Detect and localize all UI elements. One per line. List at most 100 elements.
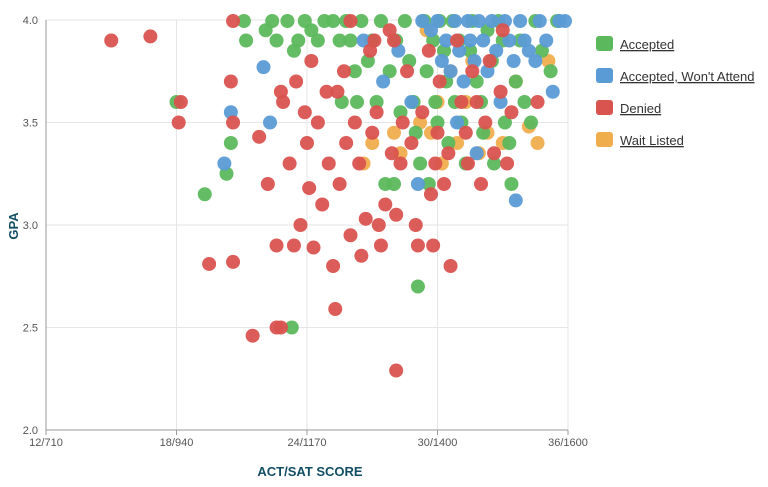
legend-swatch-wait-listed — [596, 132, 613, 147]
x-tick-label: 18/940 — [160, 437, 194, 449]
data-point-denied — [354, 248, 369, 263]
data-point-denied — [421, 43, 436, 58]
data-point-denied — [226, 14, 241, 28]
data-point-accepted-won-t-attend — [450, 115, 465, 130]
data-point-accepted-won-t-attend — [513, 14, 528, 28]
data-point-denied — [408, 218, 423, 232]
data-point-accepted-won-t-attend — [539, 33, 554, 48]
data-point-denied — [367, 33, 382, 48]
data-point-denied — [384, 146, 399, 161]
data-point-accepted — [269, 33, 284, 48]
data-point-accepted-won-t-attend — [545, 84, 560, 99]
data-point-denied — [404, 136, 419, 150]
data-point-denied — [389, 363, 404, 378]
data-point-denied — [450, 33, 465, 48]
data-point-denied — [426, 238, 441, 253]
data-point-accepted — [397, 14, 412, 28]
data-point-denied — [500, 156, 515, 171]
legend-label-wait-listed: Wait Listed — [620, 133, 684, 148]
data-point-accepted — [280, 14, 295, 28]
x-axis-title: ACT/SAT SCORE — [257, 464, 363, 479]
data-point-denied — [478, 115, 493, 130]
data-point-denied — [276, 95, 291, 109]
data-point-accepted-won-t-attend — [456, 74, 471, 89]
legend-label-denied: Denied — [620, 101, 661, 116]
y-tick-label: 2.0 — [23, 425, 38, 437]
data-point-denied — [300, 136, 314, 150]
data-point-accepted-won-t-attend — [415, 14, 430, 28]
data-point-denied — [332, 177, 347, 191]
data-point-accepted-won-t-attend — [469, 146, 484, 161]
data-point-denied — [293, 218, 308, 232]
data-point-accepted-won-t-attend — [410, 177, 425, 191]
legend-label-accepted-won-t-attend: Accepted, Won't Attend — [620, 69, 755, 84]
data-point-accepted-won-t-attend — [256, 60, 271, 75]
data-point-accepted — [354, 14, 369, 28]
data-point-accepted — [387, 177, 401, 191]
data-point-accepted — [236, 14, 251, 28]
data-point-accepted — [502, 136, 517, 150]
data-point-denied — [437, 177, 452, 191]
data-point-denied — [321, 156, 336, 171]
data-point-denied — [389, 207, 404, 222]
data-point-accepted — [441, 136, 456, 150]
data-point-accepted — [487, 156, 502, 171]
data-point-denied — [269, 238, 284, 253]
data-point-denied — [252, 129, 267, 144]
data-point-denied — [226, 115, 241, 130]
data-point-denied — [202, 256, 217, 271]
data-point-denied — [400, 64, 415, 79]
data-point-accepted — [332, 33, 347, 48]
data-point-accepted-won-t-attend — [439, 33, 454, 48]
data-point-accepted-won-t-attend — [521, 43, 536, 58]
data-point-denied — [343, 228, 358, 243]
y-tick-label: 3.5 — [23, 118, 38, 130]
data-point-denied — [432, 74, 447, 89]
data-point-accepted — [310, 33, 325, 48]
data-point-denied — [395, 115, 410, 130]
data-point-denied — [454, 95, 469, 109]
data-point-denied — [415, 105, 430, 120]
points-layer — [104, 14, 572, 378]
axis-layer: 2.0 2.5 3.0 3.5 4.0 12/710 18/940 24/1170 30/140… — [23, 15, 588, 449]
data-point-accepted-won-t-attend — [447, 14, 462, 28]
data-point-accepted — [347, 64, 362, 79]
data-point-wait-listed — [530, 136, 545, 150]
data-point-denied — [493, 84, 508, 99]
legend-swatch-accepted-won-t-attend — [596, 68, 613, 83]
data-point-denied — [171, 115, 186, 130]
data-point-denied — [297, 105, 312, 120]
data-point-denied — [469, 95, 484, 109]
data-point-accepted — [304, 23, 319, 38]
data-point-denied — [319, 84, 334, 99]
data-point-accepted-won-t-attend — [532, 14, 547, 28]
data-point-denied — [378, 197, 393, 212]
data-point-denied — [289, 74, 304, 89]
data-point-accepted — [197, 187, 212, 202]
data-point-denied — [387, 33, 401, 48]
data-point-denied — [443, 259, 458, 273]
data-point-denied — [458, 125, 473, 140]
data-point-accepted — [543, 64, 558, 79]
data-point-accepted — [223, 136, 238, 150]
data-point-accepted — [428, 95, 443, 109]
data-point-denied — [104, 33, 119, 48]
data-point-accepted-won-t-attend — [217, 156, 232, 171]
data-point-denied — [495, 23, 510, 38]
data-point-accepted-won-t-attend — [506, 54, 521, 68]
data-point-denied — [358, 211, 373, 226]
data-point-accepted — [419, 64, 434, 79]
data-point-accepted — [430, 115, 445, 130]
data-point-accepted-won-t-attend — [528, 54, 543, 68]
data-point-denied — [339, 136, 354, 150]
data-point-accepted — [373, 14, 388, 28]
data-point-denied — [310, 115, 325, 130]
data-point-denied — [393, 156, 408, 171]
data-point-accepted-won-t-attend — [463, 33, 478, 48]
data-point-denied — [365, 125, 380, 140]
data-point-accepted — [524, 115, 539, 130]
data-point-accepted-won-t-attend — [471, 14, 486, 28]
data-point-denied — [173, 95, 188, 109]
data-point-denied — [373, 238, 388, 253]
